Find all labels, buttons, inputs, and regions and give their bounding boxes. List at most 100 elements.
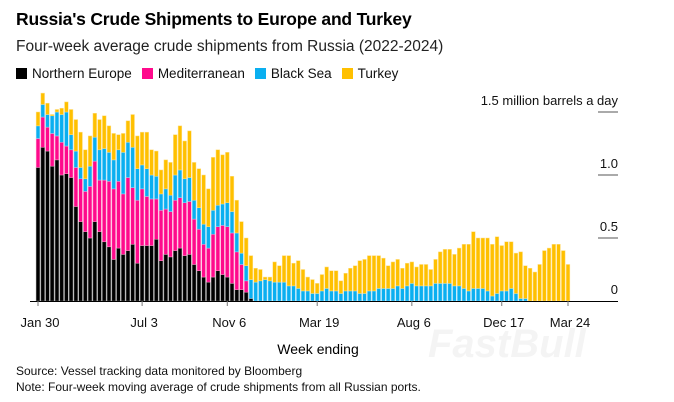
bar-black-sea (442, 283, 448, 302)
bar-northern-europe (83, 231, 88, 302)
bar-black-sea (73, 150, 78, 168)
bar-black-sea (277, 281, 282, 302)
bar-northern-europe (225, 276, 230, 302)
bar-black-sea (480, 288, 485, 302)
bar-turkey (348, 267, 353, 292)
legend-label: Turkey (357, 66, 399, 81)
bar-turkey (395, 259, 400, 287)
bar-black-sea (158, 193, 164, 211)
bar-black-sea (106, 152, 112, 182)
bar-turkey (220, 154, 225, 205)
bar-black-sea (253, 281, 258, 302)
bar-turkey (428, 269, 433, 287)
bar-mediterranean (64, 145, 69, 174)
bar-northern-europe (69, 177, 74, 302)
bar-turkey (561, 250, 566, 302)
bar-mediterranean (220, 225, 225, 275)
bar-mediterranean (229, 232, 235, 284)
bar-turkey (532, 271, 537, 302)
bar-black-sea (239, 252, 244, 265)
bar-black-sea (419, 285, 424, 302)
bar-turkey (499, 245, 504, 292)
bar-turkey (267, 276, 272, 282)
bar-black-sea (409, 283, 414, 302)
bar-mediterranean (69, 149, 74, 178)
bar-turkey (319, 274, 325, 292)
bar-black-sea (381, 288, 386, 302)
bar-black-sea (87, 165, 93, 187)
bar-black-sea (499, 290, 504, 302)
bar-northern-europe (59, 174, 64, 302)
bar-black-sea (201, 223, 206, 245)
bar-northern-europe (35, 167, 41, 302)
bar-black-sea (173, 174, 178, 201)
bar-turkey (154, 150, 159, 177)
bar-black-sea (395, 285, 400, 302)
bar-mediterranean (158, 210, 164, 261)
bar-northern-europe (210, 276, 216, 302)
bar-turkey (111, 133, 116, 161)
bar-black-sea (281, 281, 287, 302)
bar-turkey (523, 265, 528, 299)
bar-turkey (248, 255, 254, 280)
bar-turkey (177, 125, 183, 171)
bar-black-sea (362, 293, 367, 302)
bar-black-sea (490, 295, 495, 302)
bar-black-sea (400, 288, 405, 302)
bar-mediterranean (192, 218, 197, 265)
bar-turkey (215, 149, 220, 206)
bar-turkey (537, 264, 542, 302)
bar-black-sea (234, 232, 239, 253)
bar-turkey (390, 261, 396, 289)
bar-turkey (352, 265, 358, 292)
bar-northern-europe (78, 221, 83, 302)
bar-turkey (556, 244, 561, 302)
bar-black-sea (182, 178, 187, 203)
bar-mediterranean (45, 126, 50, 152)
bar-northern-europe (121, 254, 126, 302)
bar-turkey (371, 255, 377, 292)
bar-turkey (50, 114, 55, 117)
bar-turkey (471, 231, 476, 289)
bar-mediterranean (234, 251, 239, 290)
bar-turkey (125, 120, 131, 143)
bar-turkey (362, 259, 367, 294)
bar-northern-europe (163, 254, 168, 302)
bar-black-sea (258, 280, 263, 302)
bar-mediterranean (135, 199, 140, 264)
legend-swatch (141, 68, 153, 79)
bar-turkey (324, 266, 329, 289)
bar-mediterranean (196, 228, 201, 272)
bar-black-sea (334, 290, 339, 302)
bar-mediterranean (206, 247, 211, 283)
bar-turkey (386, 265, 391, 289)
bar-turkey (263, 276, 268, 280)
bar-northern-europe (64, 173, 69, 302)
bar-northern-europe (168, 256, 173, 302)
bar-black-sea (319, 290, 325, 302)
bar-black-sea (121, 152, 126, 195)
x-tick-label: Jan 30 (20, 315, 59, 330)
bar-turkey (277, 265, 282, 283)
bar-black-sea (206, 226, 211, 249)
bar-black-sea (485, 290, 490, 302)
bar-northern-europe (201, 276, 206, 302)
bar-black-sea (348, 290, 353, 302)
bar-mediterranean (163, 208, 168, 255)
bar-turkey (78, 131, 83, 168)
bar-black-sea (102, 148, 107, 181)
bar-turkey (234, 199, 239, 234)
bar-mediterranean (187, 201, 192, 255)
legend-swatch (254, 68, 266, 79)
bar-turkey (225, 152, 230, 203)
bar-turkey (315, 283, 320, 294)
x-tick-label: Mar 24 (550, 315, 590, 330)
bar-black-sea (338, 293, 343, 302)
bar-turkey (338, 280, 343, 294)
bar-turkey (92, 113, 97, 138)
bar-mediterranean (168, 211, 173, 258)
bar-turkey (291, 262, 296, 287)
bar-turkey (565, 264, 571, 302)
bar-northern-europe (106, 246, 112, 302)
